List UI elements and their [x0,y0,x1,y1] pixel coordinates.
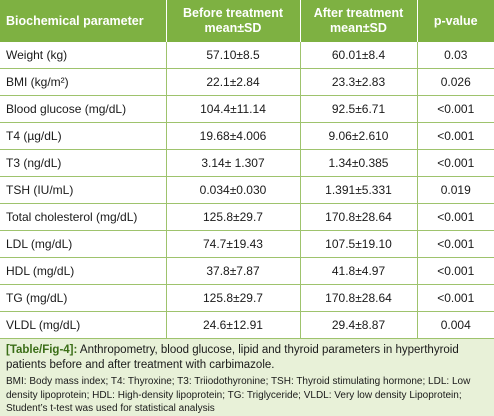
table-row: Weight (kg) 57.10±8.5 60.01±8.4 0.03 [0,42,494,69]
header-after: After treatment mean±SD [300,0,418,42]
cell-after: 92.5±6.71 [300,95,418,123]
cell-before: 74.7±19.43 [166,230,301,258]
cell-parameter: TG (mg/dL) [0,284,167,312]
cell-pvalue: <0.001 [417,284,494,312]
table-row: TG (mg/dL) 125.8±29.7 170.8±28.64 <0.001 [0,284,494,312]
cell-after: 1.391±5.331 [300,176,418,204]
cell-before: 125.8±29.7 [166,203,301,231]
cell-pvalue: 0.004 [417,311,494,339]
cell-parameter: BMI (kg/m²) [0,68,167,96]
caption-text: Anthropometry, blood glucose, lipid and … [6,344,459,371]
header-pvalue: p-value [417,0,494,42]
cell-before: 125.8±29.7 [166,284,301,312]
header-parameter: Biochemical parameter [0,0,167,42]
cell-parameter: T3 (ng/dL) [0,149,167,177]
table-row: T3 (ng/dL) 3.14± 1.307 1.34±0.385 <0.001 [0,149,494,177]
cell-after: 170.8±28.64 [300,203,418,231]
table-row: LDL (mg/dL) 74.7±19.43 107.5±19.10 <0.001 [0,230,494,258]
table-row: T4 (µg/dL) 19.68±4.006 9.06±2.610 <0.001 [0,122,494,150]
cell-before: 24.6±12.91 [166,311,301,339]
cell-pvalue: <0.001 [417,203,494,231]
cell-before: 3.14± 1.307 [166,149,301,177]
cell-parameter: VLDL (mg/dL) [0,311,167,339]
cell-after: 170.8±28.64 [300,284,418,312]
cell-after: 29.4±8.87 [300,311,418,339]
cell-parameter: Weight (kg) [0,42,167,69]
cell-after: 23.3±2.83 [300,68,418,96]
cell-pvalue: 0.026 [417,68,494,96]
table-caption: [Table/Fig-4]: Anthropometry, blood gluc… [0,339,494,373]
table-row: TSH (IU/mL) 0.034±0.030 1.391±5.331 0.019 [0,176,494,204]
table-row: HDL (mg/dL) 37.8±7.87 41.8±4.97 <0.001 [0,257,494,285]
cell-parameter: TSH (IU/mL) [0,176,167,204]
cell-parameter: T4 (µg/dL) [0,122,167,150]
cell-parameter: LDL (mg/dL) [0,230,167,258]
cell-before: 37.8±7.87 [166,257,301,285]
cell-pvalue: <0.001 [417,149,494,177]
abbreviation-footnote: BMI: Body mass index; T4: Thyroxine; T3:… [6,376,471,414]
cell-before: 19.68±4.006 [166,122,301,150]
caption-ref: [Table/Fig-4]: [6,344,78,356]
cell-parameter: Blood glucose (mg/dL) [0,95,167,123]
cell-pvalue: <0.001 [417,95,494,123]
cell-after: 41.8±4.97 [300,257,418,285]
cell-pvalue: 0.019 [417,176,494,204]
cell-parameter: Total cholesterol (mg/dL) [0,203,167,231]
cell-pvalue: <0.001 [417,122,494,150]
cell-after: 107.5±19.10 [300,230,418,258]
cell-after: 60.01±8.4 [300,42,418,69]
cell-after: 9.06±2.610 [300,122,418,150]
cell-before: 57.10±8.5 [166,42,301,69]
biochemical-table: Biochemical parameter Before treatment m… [0,0,494,339]
header-before-line1: Before treatment [182,6,284,20]
cell-before: 104.4±11.14 [166,95,301,123]
header-before-line2: mean±SD [204,21,262,35]
cell-pvalue: <0.001 [417,257,494,285]
table-header-row: Biochemical parameter Before treatment m… [0,0,494,42]
cell-pvalue: 0.03 [417,42,494,69]
header-after-line2: mean±SD [330,21,387,35]
cell-before: 0.034±0.030 [166,176,301,204]
table-body: Weight (kg) 57.10±8.5 60.01±8.4 0.03 BMI (kg… [0,42,494,339]
cell-after: 1.34±0.385 [300,149,418,177]
table-row: Blood glucose (mg/dL) 104.4±11.14 92.5±6.7… [0,95,494,123]
header-before: Before treatment mean±SD [166,0,301,42]
header-after-line1: After treatment [313,6,404,20]
cell-before: 22.1±2.84 [166,68,301,96]
table-row: VLDL (mg/dL) 24.6±12.91 29.4±8.87 0.004 [0,311,494,339]
cell-parameter: HDL (mg/dL) [0,257,167,285]
table-row: BMI (kg/m²) 22.1±2.84 23.3±2.83 0.026 [0,68,494,96]
cell-pvalue: <0.001 [417,230,494,258]
table-row: Total cholesterol (mg/dL) 125.8±29.7 170.8… [0,203,494,231]
